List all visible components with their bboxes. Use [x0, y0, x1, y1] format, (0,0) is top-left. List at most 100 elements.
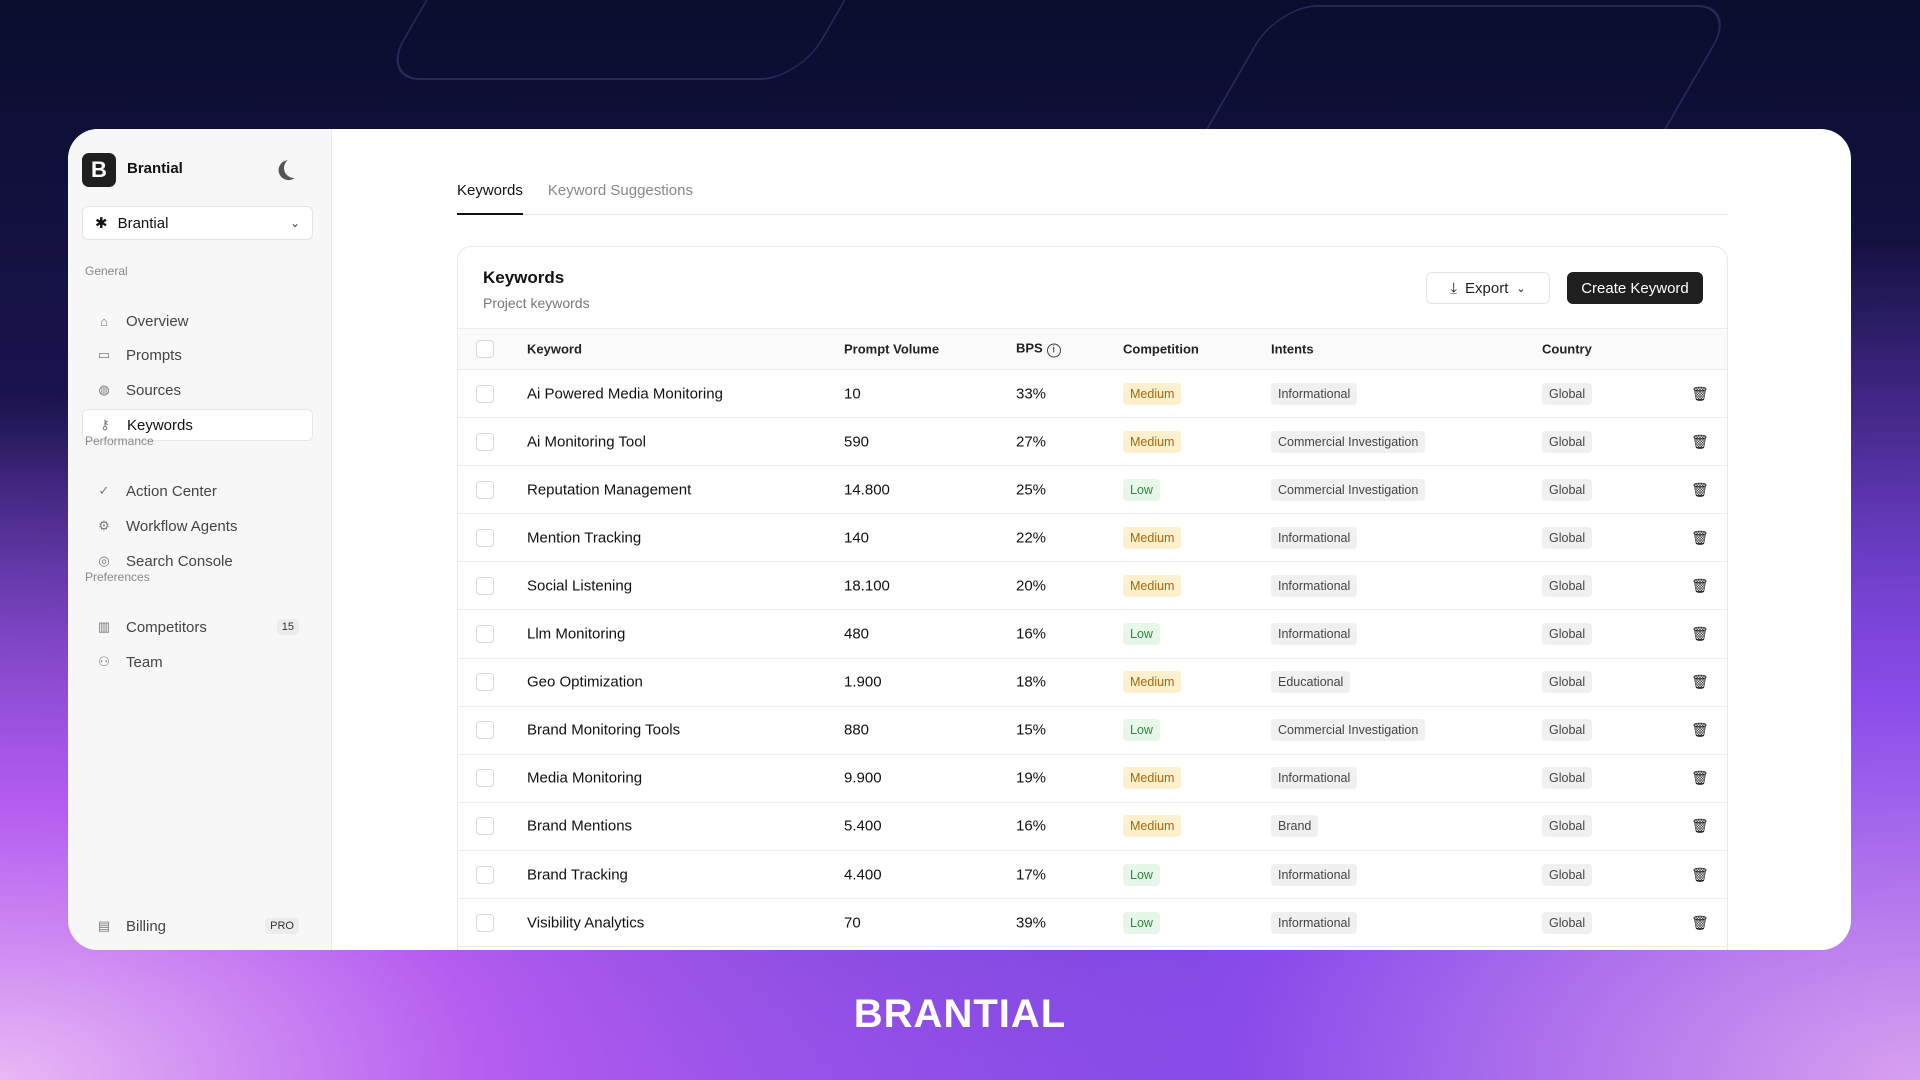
- table-row[interactable]: Mention Tracking 140 22% Medium Informat…: [458, 514, 1727, 563]
- prompt-volume-cell: 5.400: [844, 817, 882, 835]
- row-checkbox[interactable]: [476, 817, 494, 836]
- tab-keywords[interactable]: Keywords: [457, 182, 523, 215]
- tab-keyword-suggestions[interactable]: Keyword Suggestions: [547, 182, 693, 199]
- keyword-cell: Visibility Analytics: [527, 914, 645, 932]
- sidebar-item-workflow-agents[interactable]: ⚙ Workflow Agents: [82, 510, 313, 542]
- trash-icon[interactable]: 🗑: [1691, 673, 1709, 690]
- trash-icon[interactable]: 🗑: [1691, 577, 1709, 594]
- prompt-volume-cell: 4.400: [844, 866, 882, 883]
- export-button[interactable]: ⤓ Export ⌄: [1426, 272, 1550, 304]
- workspace-label: Brantial: [117, 214, 169, 232]
- trash-icon[interactable]: 🗑: [1691, 914, 1709, 931]
- trash-icon[interactable]: 🗑: [1691, 721, 1709, 738]
- intent-badge: Informational: [1271, 526, 1358, 549]
- bps-cell: 33%: [1016, 385, 1047, 402]
- trash-icon[interactable]: 🗑: [1691, 481, 1709, 498]
- chat-icon: ▭: [97, 347, 111, 362]
- row-checkbox[interactable]: [476, 480, 494, 499]
- table-row[interactable]: Visibility Analytics 70 39% Low Informat…: [458, 899, 1727, 948]
- competition-badge: Medium: [1123, 671, 1182, 694]
- chevron-down-icon: ⌄: [289, 216, 300, 230]
- trash-icon[interactable]: 🗑: [1691, 433, 1709, 450]
- sidebar-item-overview[interactable]: ⌂ Overview: [82, 305, 313, 337]
- table-row[interactable]: Ai Powered Media Monitoring 10 33% Mediu…: [458, 370, 1727, 418]
- header-keyword[interactable]: Keyword: [527, 341, 582, 357]
- info-icon[interactable]: i: [1046, 343, 1061, 358]
- section-preferences: Preferences: [85, 570, 150, 584]
- select-all-checkbox[interactable]: [476, 340, 494, 358]
- table-row[interactable]: Geo Optimization 1.900 18% Medium Educat…: [458, 659, 1727, 707]
- competition-badge: Medium: [1123, 526, 1182, 549]
- bps-cell: 19%: [1016, 769, 1047, 787]
- workspace-selector[interactable]: ✱ Brantial ⌄: [82, 206, 313, 240]
- table-row[interactable]: Brand Mentions 5.400 16% Medium Brand Gl…: [458, 803, 1727, 851]
- sidebar-item-prompts[interactable]: ▭ Prompts: [82, 339, 313, 371]
- trash-icon[interactable]: 🗑: [1691, 866, 1709, 882]
- sidebar-item-label: Sources: [126, 381, 182, 399]
- table-row[interactable]: Media Monitoring 9.900 19% Medium Inform…: [458, 755, 1727, 803]
- header-competition[interactable]: Competition: [1123, 341, 1199, 357]
- prompt-volume-cell: 880: [844, 721, 870, 739]
- row-checkbox[interactable]: [476, 384, 494, 403]
- row-checkbox[interactable]: [476, 673, 494, 692]
- sidebar-item-sources[interactable]: ◍ Sources: [82, 374, 313, 406]
- table-row[interactable]: Brand Monitoring Tools 880 15% Low Comme…: [458, 707, 1727, 755]
- sidebar-item-label: Billing: [126, 917, 167, 935]
- table-row[interactable]: Social Listening 18.100 20% Medium Infor…: [458, 562, 1727, 611]
- trash-icon[interactable]: 🗑: [1691, 529, 1709, 546]
- table-row[interactable]: Llm Monitoring 480 16% Low Informational…: [458, 611, 1727, 659]
- sidebar-item-billing[interactable]: ▤ Billing PRO: [82, 910, 313, 942]
- sidebar-item-competitors[interactable]: ▥ Competitors 15: [82, 611, 313, 643]
- table-row[interactable]: Brand Tracking 4.400 17% Low Information…: [458, 851, 1727, 899]
- bps-cell: 16%: [1016, 817, 1047, 835]
- competition-badge: Low: [1123, 623, 1160, 645]
- keyword-cell: Geo Optimization: [527, 673, 643, 691]
- prompt-volume-cell: 10: [844, 385, 861, 402]
- home-icon: ⌂: [100, 313, 108, 329]
- create-keyword-button[interactable]: Create Keyword: [1567, 272, 1703, 304]
- header-country[interactable]: Country: [1542, 341, 1592, 357]
- sidebar-item-action-center[interactable]: ✓ Action Center: [82, 475, 313, 507]
- prompt-volume-cell: 480: [844, 625, 870, 643]
- row-checkbox[interactable]: [476, 721, 494, 740]
- trash-icon[interactable]: 🗑: [1691, 769, 1709, 786]
- dark-mode-toggle-icon[interactable]: [282, 156, 305, 179]
- header-intents[interactable]: Intents: [1271, 341, 1314, 357]
- header-bps[interactable]: BPS i: [1016, 341, 1061, 358]
- prompt-volume-cell: 590: [844, 433, 870, 451]
- intent-badge: Commercial Investigation: [1271, 719, 1426, 742]
- row-checkbox[interactable]: [476, 913, 494, 932]
- trash-icon[interactable]: 🗑: [1691, 817, 1709, 834]
- row-checkbox[interactable]: [476, 625, 494, 643]
- country-badge: Global: [1542, 382, 1593, 405]
- intent-badge: Informational: [1271, 574, 1358, 597]
- competition-badge: Medium: [1123, 767, 1182, 790]
- search-icon: ◎: [98, 553, 110, 568]
- country-badge: Global: [1542, 478, 1593, 501]
- sidebar-item-search-console[interactable]: ◎ Search Console: [82, 545, 313, 577]
- header-prompt-volume[interactable]: Prompt Volume: [844, 341, 940, 357]
- keyword-cell: Brand Monitoring Tools: [527, 721, 681, 739]
- sidebar-item-label: Workflow Agents: [126, 517, 238, 535]
- brand-logo-icon: B: [82, 153, 116, 187]
- table-row[interactable]: Ai Monitoring Tool 590 27% Medium Commer…: [458, 418, 1727, 467]
- prompt-volume-cell: 1.900: [844, 673, 882, 691]
- keywords-card: Keywords Project keywords ⤓ Export ⌄ Creat…: [457, 246, 1728, 950]
- row-checkbox[interactable]: [476, 576, 494, 595]
- row-checkbox[interactable]: [476, 865, 494, 884]
- keyword-cell: Llm Monitoring: [527, 625, 626, 643]
- row-checkbox[interactable]: [476, 528, 494, 547]
- users-icon: ⚇: [98, 654, 110, 669]
- sidebar-item-label: Prompts: [126, 346, 182, 364]
- sidebar-item-keywords[interactable]: ⚷ Keywords: [82, 409, 313, 441]
- trash-icon[interactable]: 🗑: [1691, 625, 1709, 642]
- row-checkbox[interactable]: [476, 432, 494, 451]
- row-checkbox[interactable]: [476, 769, 494, 788]
- competition-badge: Low: [1123, 863, 1160, 886]
- table-row[interactable]: Reputation Management 14.800 25% Low Com…: [458, 466, 1727, 515]
- trash-icon[interactable]: 🗑: [1691, 385, 1709, 401]
- card-title: Keywords: [483, 268, 565, 287]
- sidebar-item-notifications[interactable]: ♢Notifications: [82, 945, 313, 950]
- sidebar-item-team[interactable]: ⚇ Team: [82, 646, 313, 678]
- intent-badge: Informational: [1271, 863, 1358, 886]
